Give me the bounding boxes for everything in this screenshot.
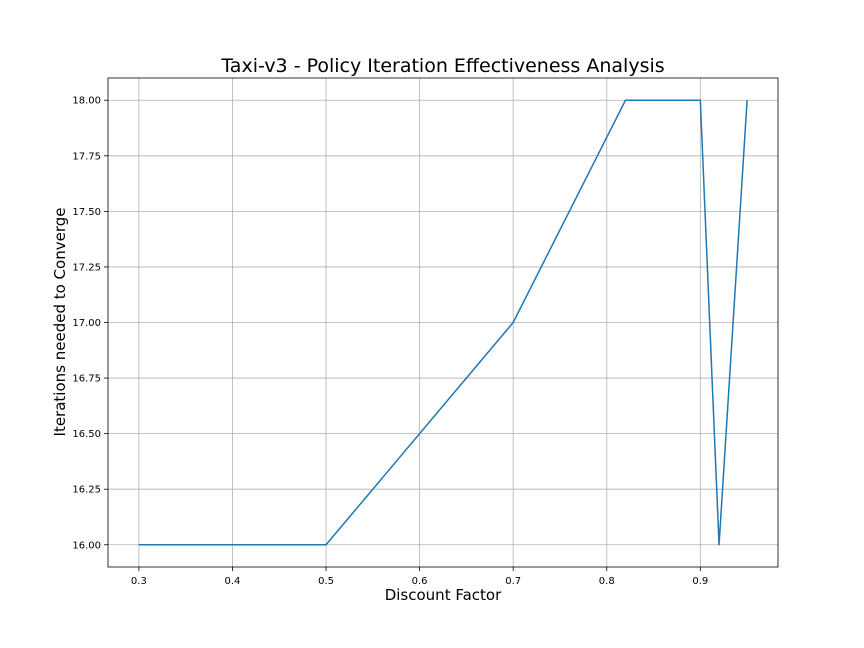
y-tick-label: 16.00 bbox=[72, 540, 101, 551]
y-tick-label: 16.25 bbox=[72, 485, 101, 496]
x-tick-label: 0.9 bbox=[692, 576, 708, 587]
x-tick-label: 0.4 bbox=[225, 576, 241, 587]
y-tick-label: 17.25 bbox=[72, 262, 101, 273]
x-tick-label: 0.8 bbox=[599, 576, 615, 587]
y-axis-label: Iterations needed to Converge bbox=[51, 208, 69, 437]
grid-lines bbox=[108, 78, 778, 567]
y-tick-label: 18.00 bbox=[72, 96, 101, 107]
series-line bbox=[138, 99, 748, 546]
y-tick-label: 16.50 bbox=[72, 429, 101, 440]
x-tick-label: 0.7 bbox=[505, 576, 521, 587]
y-tick-label: 17.75 bbox=[72, 151, 101, 162]
x-tick-label: 0.6 bbox=[412, 576, 428, 587]
y-tick-label: 17.00 bbox=[72, 318, 101, 329]
x-tick-label: 0.5 bbox=[318, 576, 334, 587]
series-group bbox=[138, 99, 748, 546]
y-tick-label: 17.50 bbox=[72, 207, 101, 218]
x-ticks: 0.3 0.4 0.5 0.6 0.7 0.8 0.9 bbox=[131, 567, 708, 587]
y-tick-label: 16.75 bbox=[72, 374, 101, 385]
chart-title: Taxi-v3 - Policy Iteration Effectiveness… bbox=[220, 55, 664, 77]
x-tick-label: 0.3 bbox=[131, 576, 147, 587]
y-ticks: 16.00 16.25 16.50 16.75 17.00 17.25 17.50 17.75… bbox=[72, 96, 108, 551]
x-axis-label: Discount Factor bbox=[385, 586, 502, 604]
